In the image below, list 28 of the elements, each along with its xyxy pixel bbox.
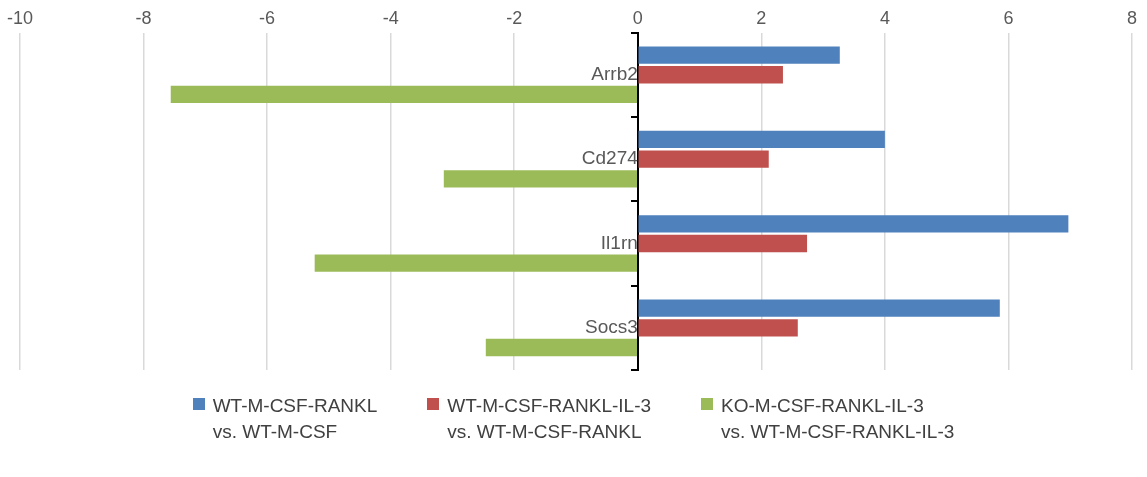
legend-label: WT-M-CSF-RANKL vs. WT-M-CSF [212,394,378,444]
x-tick-label: -6 [259,7,276,28]
x-tick-label: 0 [632,7,643,28]
bar [638,234,808,253]
bar [638,299,1000,317]
bar [485,338,638,357]
y-tick-label: Arrb2 [591,63,638,85]
bar [638,215,1069,233]
bar [170,85,638,104]
y-tick-label: Il1rn [600,231,638,253]
bar [638,150,769,168]
legend-label: KO-M-CSF-RANKL-IL-3 vs. WT-M-CSF-RANKL-IL-3 [721,394,955,444]
x-tick-label: -10 [6,7,34,28]
x-tick-label: 2 [756,7,767,28]
bar [638,130,885,149]
x-tick-label: 6 [1003,7,1014,28]
y-tick-label: Socs3 [584,316,638,338]
bar [638,319,798,337]
legend-label: WT-M-CSF-RANKL-IL-3 vs. WT-M-CSF-RANKL [447,394,652,444]
bar [314,254,638,272]
x-tick-label: -2 [506,7,523,28]
x-tick-label: -8 [135,7,152,28]
x-tick-label: 8 [1126,7,1138,28]
x-tick-label: -4 [382,7,399,28]
bar [443,170,638,188]
x-tick-label: 4 [879,7,890,28]
bar [638,66,783,84]
bar [638,46,840,64]
